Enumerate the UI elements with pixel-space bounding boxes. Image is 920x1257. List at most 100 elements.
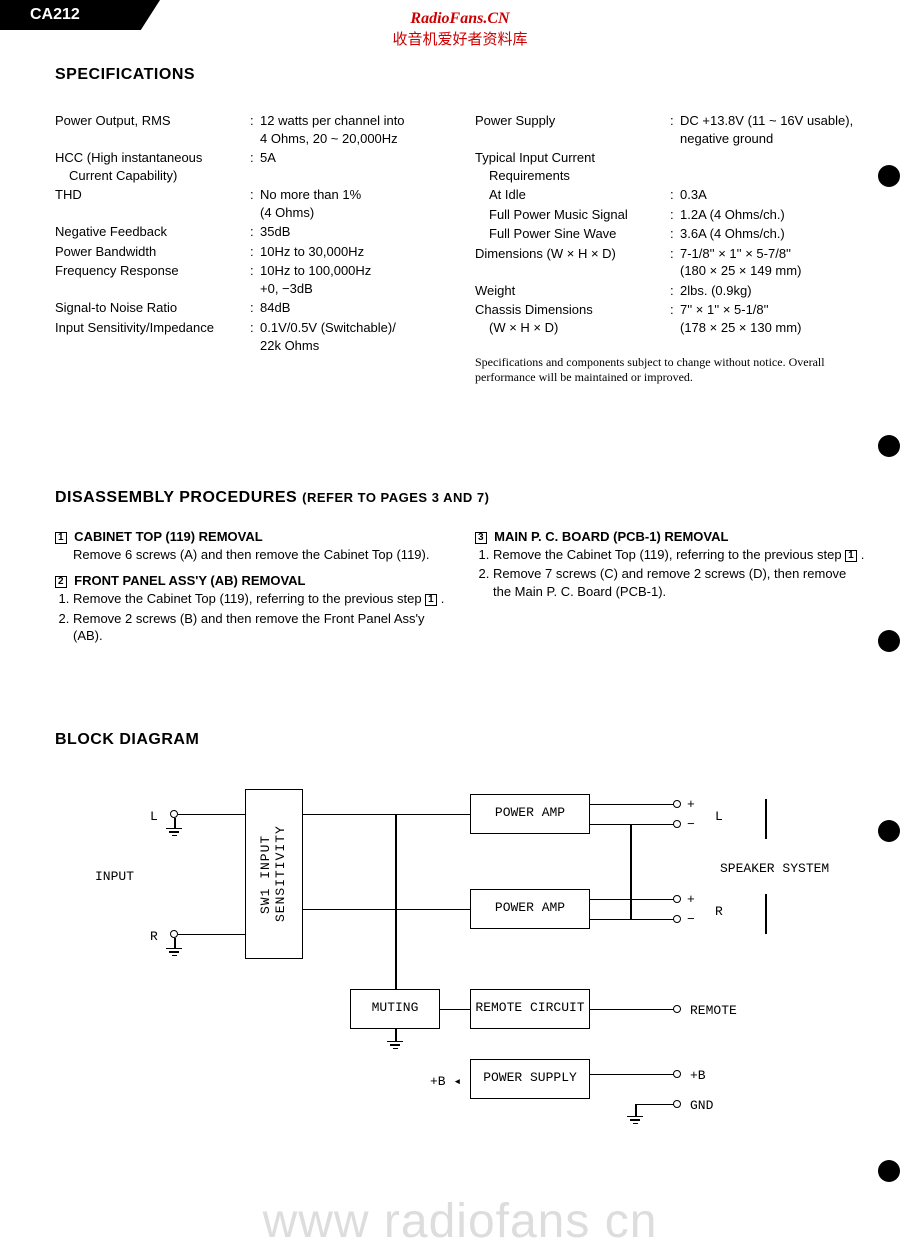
spec-row: Frequency Response:10Hz to 100,000Hz+0, … [55,262,445,297]
speaker-term-R-plus [673,895,681,903]
input-jack-R [170,930,178,938]
power-supply-box: POWER SUPPLY [470,1059,590,1099]
muting-box: MUTING [350,989,440,1029]
spec-value: 1.2A (4 Ohms/ch.) [680,206,865,224]
speaker-bracket-R [765,894,767,934]
spec-label: Dimensions (W × H × D) [475,245,670,263]
spec-label: Chassis Dimensions(W × H × D) [475,301,670,336]
spec-label: Typical Input CurrentRequirements [475,149,670,184]
spec-value: 7-1/8'' × 1'' × 5-7/8''(180 × 25 × 149 m… [680,245,865,280]
disasm-step: Remove the Cabinet Top (119), referring … [73,590,445,608]
spec-label: Signal-to Noise Ratio [55,299,250,317]
gnd-terminal [673,1100,681,1108]
model-tab: CA212 [0,0,160,30]
spec-row: Signal-to Noise Ratio:84dB [55,299,445,317]
spec-row: Power Supply:DC +13.8V (11 ~ 16V usable)… [475,112,865,147]
block-diagram-heading: BLOCK DIAGRAM [55,731,865,749]
spec-label: At Idle [475,186,670,204]
watermark-line2: 收音机爱好者资料库 [392,30,527,50]
label-L: L [150,809,158,824]
spec-value: 10Hz to 30,000Hz [260,243,445,261]
punch-hole-dot [878,820,900,842]
plus-L: + [687,797,695,812]
disasm-block-title: 3 MAIN P. C. BOARD (PCB-1) REMOVAL [475,529,865,544]
power-amp-L: POWER AMP [470,794,590,834]
disasm-step: Remove the Cabinet Top (119), referring … [493,546,865,564]
spec-label: THD [55,186,250,204]
speaker-L-label: L [715,809,723,824]
speaker-term-L-minus [673,820,681,828]
spec-label: Weight [475,282,670,300]
specs-right-col: Power Supply:DC +13.8V (11 ~ 16V usable)… [475,112,865,385]
disasm-block-title: 1 CABINET TOP (119) REMOVAL [55,529,445,544]
disasm-steps: Remove the Cabinet Top (119), referring … [475,546,865,601]
watermark-bottom: www radiofans cn [263,1194,658,1249]
specs-left-col: Power Output, RMS:12 watts per channel i… [55,112,445,385]
disasm-steps: Remove the Cabinet Top (119), referring … [55,590,445,645]
spec-label: Input Sensitivity/Impedance [55,319,250,337]
speaker-R-label: R [715,904,723,919]
spec-row: Power Output, RMS:12 watts per channel i… [55,112,445,147]
spec-value: 2lbs. (0.9kg) [680,282,865,300]
spec-label: Power Supply [475,112,670,130]
spec-row: Power Bandwidth:10Hz to 30,000Hz [55,243,445,261]
speaker-system-label: SPEAKER SYSTEM [720,861,829,876]
gnd-label: GND [690,1098,713,1113]
plus-R: + [687,892,695,907]
disasm-columns: 1 CABINET TOP (119) REMOVAL Remove 6 scre… [55,519,865,647]
spec-value: 84dB [260,299,445,317]
punch-hole-dot [878,165,900,187]
specs-footnote: Specifications and components subject to… [475,355,865,385]
spec-row: Chassis Dimensions(W × H × D):7'' × 1'' … [475,301,865,336]
speaker-bracket-L [765,799,767,839]
punch-hole-dot [878,1160,900,1182]
step-number-box: 3 [475,532,487,544]
specs-heading: SPECIFICATIONS [55,66,865,84]
spec-row: Typical Input CurrentRequirements [475,149,865,184]
label-R: R [150,929,158,944]
remote-label: REMOTE [690,1003,737,1018]
ground-icon [627,1116,643,1125]
disasm-subtitle: (REFER TO PAGES 3 AND 7) [302,490,489,505]
input-jack-L [170,810,178,818]
spec-label: Power Bandwidth [55,243,250,261]
watermark-top: RadioFans.CN 收音机爱好者资料库 [392,9,527,49]
disasm-text: Remove 6 screws (A) and then remove the … [55,546,445,564]
spec-row: HCC (High instantaneousCurrent Capabilit… [55,149,445,184]
header: CA212 RadioFans.CN 收音机爱好者资料库 [0,0,920,52]
label-input: INPUT [95,869,134,884]
spec-label: Full Power Sine Wave [475,225,670,243]
spec-row: Dimensions (W × H × D):7-1/8'' × 1'' × 5… [475,245,865,280]
punch-hole-dot [878,630,900,652]
spec-label: Negative Feedback [55,223,250,241]
spec-value: 12 watts per channel into4 Ohms, 20 ~ 20… [260,112,445,147]
disasm-step: Remove 7 screws (C) and remove 2 screws … [493,565,865,600]
spec-row: Negative Feedback:35dB [55,223,445,241]
spec-value: 0.1V/0.5V (Switchable)/22k Ohms [260,319,445,354]
punch-hole-dot [878,435,900,457]
disasm-left-col: 1 CABINET TOP (119) REMOVAL Remove 6 scre… [55,519,445,647]
spec-label: Power Output, RMS [55,112,250,130]
disasm-title: DISASSEMBLY PROCEDURES [55,489,297,506]
spec-row: Full Power Music Signal:1.2A (4 Ohms/ch.… [475,206,865,224]
plus-b-terminal [673,1070,681,1078]
spec-value: 10Hz to 100,000Hz+0, −3dB [260,262,445,297]
ground-icon [166,828,182,837]
power-amp-R: POWER AMP [470,889,590,929]
spec-row: Weight:2lbs. (0.9kg) [475,282,865,300]
plus-b-label: +B [690,1068,706,1083]
minus-R: − [687,912,695,927]
disasm-right-col: 3 MAIN P. C. BOARD (PCB-1) REMOVAL Remove… [475,519,865,647]
spec-row: Full Power Sine Wave:3.6A (4 Ohms/ch.) [475,225,865,243]
remote-terminal [673,1005,681,1013]
spec-value: No more than 1%(4 Ohms) [260,186,445,221]
step-number-box: 2 [55,576,67,588]
spec-row: Input Sensitivity/Impedance:0.1V/0.5V (S… [55,319,445,354]
speaker-term-R-minus [673,915,681,923]
spec-value: 0.3A [680,186,865,204]
block-diagram: L R INPUT SW1 INPUT SENSITIVITY POWER AM… [95,779,885,1159]
ground-icon [166,948,182,957]
disasm-block-title: 2 FRONT PANEL ASS'Y (AB) REMOVAL [55,573,445,588]
spec-value: 5A [260,149,445,167]
specs-columns: Power Output, RMS:12 watts per channel i… [55,112,865,385]
